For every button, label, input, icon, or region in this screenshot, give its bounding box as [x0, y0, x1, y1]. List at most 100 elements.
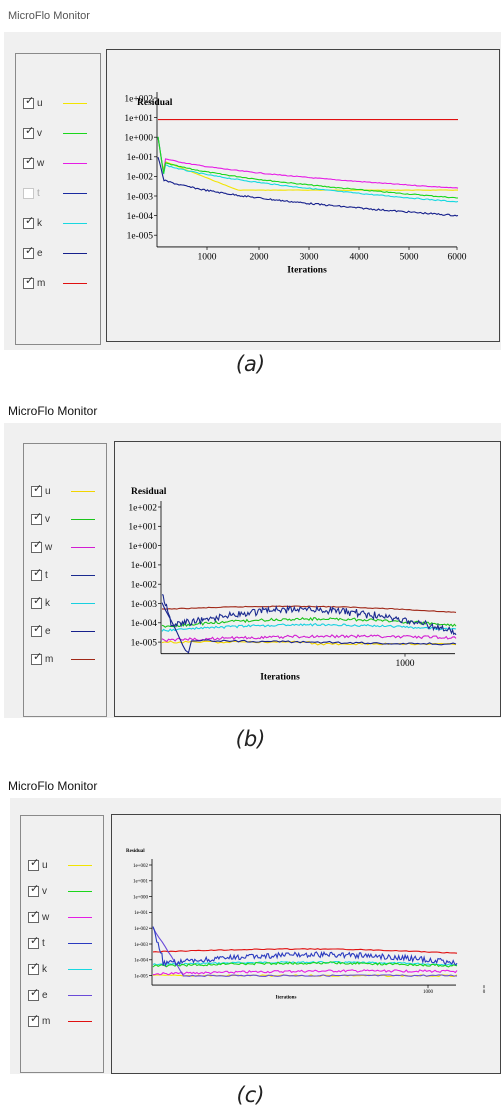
x-axis-label: Iterations [260, 672, 300, 682]
legend-row-t[interactable]: t [23, 185, 87, 201]
x-tick-label: 4000 [350, 252, 369, 262]
legend-row-u[interactable]: ✓ u [28, 857, 92, 873]
y-tick-label: 1e+000 [128, 542, 157, 552]
residual-curve-v [157, 136, 459, 199]
checkbox-m[interactable]: ✓ [28, 1013, 39, 1027]
y-tick-label: 1e-003 [131, 600, 158, 610]
x-tick-label: 0 [483, 990, 486, 995]
legend-label: k [42, 963, 47, 975]
y-tick-label: 1e-004 [134, 959, 148, 964]
legend-label: w [37, 157, 45, 169]
legend-label: t [37, 187, 40, 199]
checkbox-t[interactable]: ✓ [28, 935, 39, 949]
legend-row-k[interactable]: ✓ k [23, 215, 87, 231]
checkmark-icon: ✓ [33, 650, 43, 663]
legend-label: m [45, 653, 54, 665]
checkbox-u[interactable]: ✓ [28, 857, 39, 871]
checkbox-v[interactable]: ✓ [28, 883, 39, 897]
legend-label: e [42, 989, 48, 1001]
legend-row-w[interactable]: ✓ w [31, 539, 95, 555]
legend-row-u[interactable]: ✓ u [31, 483, 95, 499]
legend-label: u [42, 859, 48, 871]
checkbox-u[interactable]: ✓ [23, 94, 35, 109]
legend-label: m [37, 277, 46, 289]
legend-label: v [42, 885, 47, 897]
y-tick-label: 1e+001 [128, 523, 157, 533]
checkmark-icon: ✓ [25, 124, 35, 137]
residual-curve-w [153, 969, 458, 976]
legend-row-k[interactable]: ✓ k [28, 961, 92, 977]
legend-swatch [63, 222, 87, 224]
residual-chart: Residual 1e+002 1e+001 1e+000 1e-001 1e-002 1e… [128, 487, 457, 682]
legend-row-v[interactable]: ✓ v [28, 883, 92, 899]
legend-swatch [68, 916, 92, 918]
checkbox-w[interactable]: ✓ [23, 154, 35, 169]
legend-swatch [63, 192, 87, 194]
y-tick-label: 1e-001 [134, 911, 148, 916]
legend-row-t[interactable]: ✓ t [28, 935, 92, 951]
legend-swatch [68, 968, 92, 970]
y-tick-label: 1e-005 [127, 232, 154, 242]
checkbox-e[interactable]: ✓ [31, 622, 43, 637]
checkbox-e[interactable]: ✓ [23, 245, 34, 259]
y-tick-label: 1e+000 [124, 134, 153, 144]
legend-row-k[interactable]: ✓ k [31, 595, 95, 611]
legend-row-t[interactable]: ✓ t [31, 567, 95, 583]
x-tick-label: 1000 [198, 252, 217, 262]
legend-swatch [68, 864, 92, 866]
checkmark-icon: ✓ [33, 566, 43, 579]
checkbox-v[interactable]: ✓ [23, 124, 35, 139]
legend-swatch [71, 490, 95, 492]
legend-label: t [45, 569, 48, 581]
checkbox-k[interactable]: ✓ [23, 214, 35, 229]
legend-swatch [63, 282, 87, 284]
checkmark-icon: ✓ [25, 214, 35, 227]
legend-row-m[interactable]: ✓ m [28, 1013, 92, 1029]
legend-row-w[interactable]: ✓ w [23, 155, 87, 171]
legend-swatch [63, 162, 87, 164]
figure-caption: (b) [235, 727, 266, 751]
checkmark-icon: ✓ [33, 622, 43, 635]
x-tick-label: 3000 [300, 252, 319, 262]
checkbox-w[interactable]: ✓ [28, 909, 39, 923]
checkmark-icon: ✓ [33, 482, 43, 495]
legend-row-m[interactable]: ✓ m [23, 275, 87, 291]
y-tick-label: 1e-005 [131, 638, 158, 648]
y-tick-label: 1e-005 [134, 974, 148, 979]
legend-row-e[interactable]: ✓ e [23, 245, 87, 261]
legend-label: m [42, 1015, 51, 1027]
legend-row-e[interactable]: ✓ e [28, 987, 92, 1003]
checkbox-t[interactable]: ✓ [31, 566, 43, 581]
legend-row-u[interactable]: ✓ u [23, 95, 87, 111]
checkbox-u[interactable]: ✓ [31, 482, 43, 497]
legend-row-v[interactable]: ✓ v [31, 511, 95, 527]
legend-label: u [45, 485, 51, 497]
legend-label: v [37, 127, 42, 139]
checkmark-icon: ✓ [25, 154, 35, 167]
legend-label: u [37, 97, 43, 109]
panel-b: MicroFlo Monitor (b) [0, 395, 501, 765]
checkbox-k[interactable]: ✓ [28, 961, 39, 975]
residual-curve-w [161, 634, 457, 643]
checkmark-icon: ✓ [33, 594, 43, 607]
legend-row-e[interactable]: ✓ e [31, 623, 95, 639]
plot-frame [106, 49, 500, 342]
x-axis-label: Iterations [276, 996, 297, 1001]
legend-label: k [37, 217, 42, 229]
legend-row-v[interactable]: ✓ v [23, 125, 87, 141]
legend-label: v [45, 513, 50, 525]
checkbox-v[interactable]: ✓ [31, 511, 42, 525]
checkbox-m[interactable]: ✓ [23, 275, 34, 289]
checkbox-t[interactable] [23, 187, 34, 199]
window-title: MicroFlo Monitor [8, 779, 98, 793]
checkmark-icon: ✓ [30, 986, 40, 999]
checkbox-k[interactable]: ✓ [31, 594, 43, 609]
checkmark-icon: ✓ [25, 94, 35, 107]
checkbox-e[interactable]: ✓ [28, 986, 40, 1001]
checkbox-w[interactable]: ✓ [31, 539, 42, 553]
legend-row-w[interactable]: ✓ w [28, 909, 92, 925]
legend-row-m[interactable]: ✓ m [31, 651, 95, 667]
residual-curve-m [152, 948, 458, 954]
checkbox-m[interactable]: ✓ [31, 650, 43, 665]
residual-curve-t [161, 594, 457, 636]
